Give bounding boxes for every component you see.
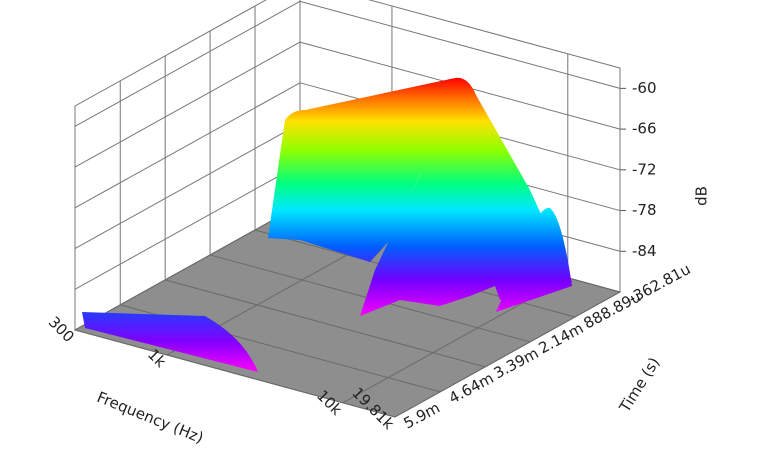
z-axis-label: dB [693,186,711,206]
x-axis-label: Frequency (Hz) [94,388,206,447]
left-wall-grid-line [74,0,301,127]
z-tick-label: -66 [632,120,657,138]
z-tick-label: -60 [632,79,657,97]
surface-ridge [360,77,572,316]
left-wall-grid-line [74,163,301,290]
left-wall-grid-line [74,123,301,249]
left-wall-grid-line [74,82,301,209]
surface-lobe [82,312,258,372]
y-axis-label: Time (s) [615,354,663,416]
floor-grid-line [165,279,486,368]
floor-grid-line [74,204,301,331]
z-tick-label: -78 [632,201,657,219]
floor-grid-line [394,291,621,418]
surface [82,77,572,372]
x-tick-label: 300 [45,313,78,346]
surface-plateau [268,78,455,262]
back-wall-grid-line [299,0,621,89]
surface-bump [496,207,572,312]
left-wall-grid-line [74,41,301,168]
z-tick-label: -84 [632,242,657,260]
z-tick-label: -72 [632,160,657,178]
floor-grid-line [74,329,396,418]
